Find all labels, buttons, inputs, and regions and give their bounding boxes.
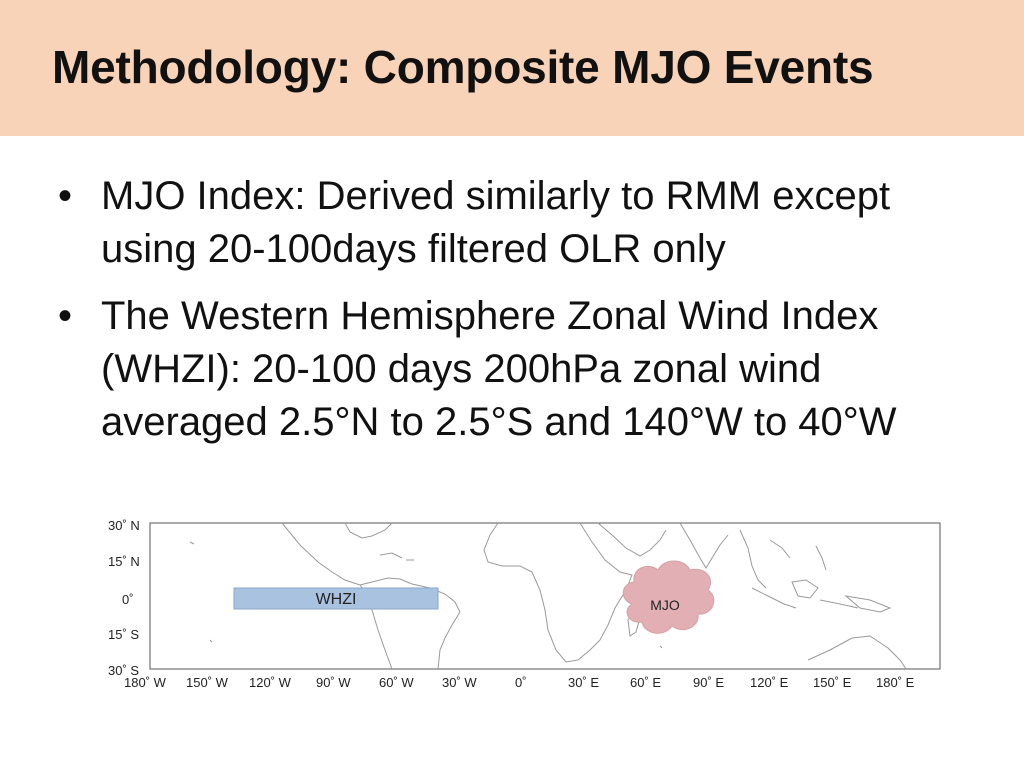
title-band [0, 0, 1024, 136]
slide-title: Methodology: Composite MJO Events [52, 41, 874, 93]
bullet-marker: • [58, 174, 73, 218]
bullet-marker: • [58, 294, 73, 338]
lat-label: 30˚ S [108, 663, 139, 678]
lon-label: 120˚ E [750, 675, 789, 690]
lon-label: 120˚ W [249, 675, 292, 690]
whzi-label: WHZI [316, 591, 357, 608]
lon-label: 0˚ [515, 675, 527, 690]
whzi-region [233, 587, 439, 610]
lon-label: 30˚ E [568, 675, 599, 690]
bullet-text: MJO Index: Derived similarly to RMM exce… [101, 174, 891, 271]
lon-label: 180˚ W [124, 675, 167, 690]
world-map-figure: WHZI MJO 30˚ N 15˚ N 0˚ 15˚ S 30˚ S 180˚… [0, 500, 1024, 700]
lat-label: 15˚ S [108, 627, 139, 642]
bullet-mjo-index: • MJO Index: Derived similarly to RMM ex… [58, 170, 978, 276]
lon-label: 90˚ W [316, 675, 351, 690]
bullet-whzi: • The Western Hemisphere Zonal Wind Inde… [58, 290, 978, 449]
bullet-list: • MJO Index: Derived similarly to RMM ex… [58, 170, 978, 463]
lon-label: 150˚ E [813, 675, 852, 690]
lat-label: 15˚ N [108, 554, 140, 569]
lon-label: 150˚ W [186, 675, 229, 690]
lon-label: 180˚ E [876, 675, 915, 690]
lat-label: 0˚ [122, 592, 134, 607]
mjo-cloud: MJO [622, 560, 715, 634]
lat-label: 30˚ N [108, 518, 140, 533]
bullet-text: The Western Hemisphere Zonal Wind Index … [101, 294, 897, 444]
mjo-label: MJO [650, 597, 680, 613]
world-map: WHZI MJO 30˚ N 15˚ N 0˚ 15˚ S 30˚ S 180˚… [108, 518, 941, 690]
longitude-labels: 180˚ W 150˚ W 120˚ W 90˚ W 60˚ W 30˚ W 0… [124, 675, 915, 690]
lon-label: 60˚ W [379, 675, 414, 690]
lon-label: 60˚ E [630, 675, 661, 690]
latitude-labels: 30˚ N 15˚ N 0˚ 15˚ S 30˚ S [108, 518, 140, 678]
lon-label: 90˚ E [693, 675, 724, 690]
lon-label: 30˚ W [442, 675, 477, 690]
